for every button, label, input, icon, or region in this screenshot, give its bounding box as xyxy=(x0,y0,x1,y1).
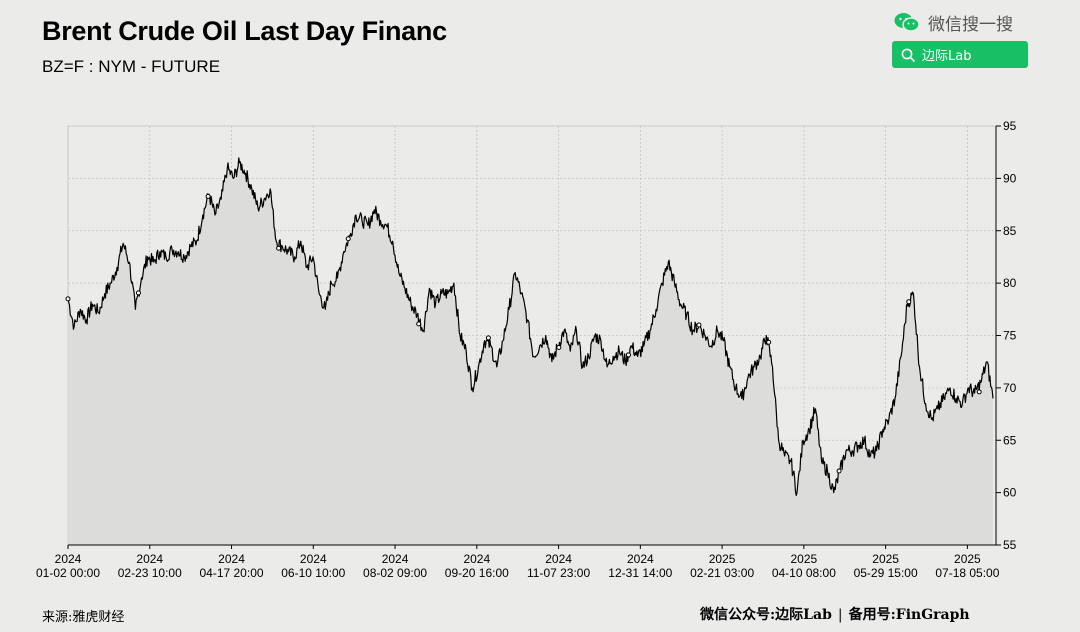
y-tick-label: 70 xyxy=(1003,381,1017,395)
y-tick-label: 90 xyxy=(1003,171,1017,185)
y-tick-label: 65 xyxy=(1003,433,1017,447)
y-tick-label: 85 xyxy=(1003,224,1017,238)
x-tick-label-year: 2025 xyxy=(872,552,899,566)
wechat-brand: 微信搜一搜 xyxy=(894,10,1013,35)
series-marker xyxy=(766,339,772,345)
wechat-search-box[interactable]: 边际Lab xyxy=(892,41,1028,68)
x-tick-label-year: 2024 xyxy=(382,552,409,566)
x-tick-label-date: 09-20 16:00 xyxy=(445,566,509,580)
x-tick-label-date: 07-18 05:00 xyxy=(935,566,999,580)
series-marker xyxy=(906,299,912,305)
series-marker xyxy=(485,335,491,341)
footer-separator: | xyxy=(837,607,843,623)
x-tick-label-year: 2024 xyxy=(627,552,654,566)
x-tick-label-date: 08-02 09:00 xyxy=(363,566,427,580)
footer-backup: 备用号:FinGraph xyxy=(848,607,970,623)
chart-title: Brent Crude Oil Last Day Financ xyxy=(42,16,447,46)
wechat-brand-label: 微信搜一搜 xyxy=(928,14,1013,35)
x-tick-label-year: 2024 xyxy=(55,552,82,566)
x-tick-label-date: 05-29 15:00 xyxy=(854,566,918,580)
y-tick-label: 75 xyxy=(1003,329,1017,343)
x-tick-label-year: 2024 xyxy=(463,552,490,566)
y-tick-label: 80 xyxy=(1003,276,1017,290)
series-marker xyxy=(65,296,71,302)
x-tick-label-date: 04-17 20:00 xyxy=(199,566,263,580)
x-tick-label-year: 2024 xyxy=(300,552,327,566)
x-tick-label-year: 2024 xyxy=(218,552,245,566)
series-marker xyxy=(135,290,141,296)
y-tick-label: 60 xyxy=(1003,486,1017,500)
x-tick-label-year: 2025 xyxy=(709,552,736,566)
series-area-fill xyxy=(68,157,993,545)
x-tick-label-date: 06-10 10:00 xyxy=(281,566,345,580)
x-tick-label-year: 2025 xyxy=(954,552,981,566)
y-tick-label: 55 xyxy=(1003,538,1017,552)
x-tick-label-date: 04-10 08:00 xyxy=(772,566,836,580)
source-note: 来源:雅虎财经 xyxy=(42,610,125,625)
x-tick-label-year: 2024 xyxy=(545,552,572,566)
wechat-icon xyxy=(894,13,920,32)
x-tick-label-date: 02-21 03:00 xyxy=(690,566,754,580)
series-marker xyxy=(345,236,351,242)
series-marker xyxy=(416,321,422,327)
wechat-search-value: 边际Lab xyxy=(922,49,972,64)
series-marker xyxy=(976,389,982,395)
x-tick-label-year: 2025 xyxy=(791,552,818,566)
footer-credits: 微信公众号:边际Lab | 备用号:FinGraph xyxy=(700,604,970,624)
series-marker xyxy=(205,193,211,199)
x-tick-label-date: 11-07 23:00 xyxy=(527,566,590,580)
x-tick-label-year: 2024 xyxy=(136,552,163,566)
search-icon xyxy=(901,48,915,62)
y-tick-label: 95 xyxy=(1003,119,1017,133)
x-tick-label-date: 01-02 00:00 xyxy=(36,566,100,580)
series-marker xyxy=(626,352,632,358)
footer-account: 微信公众号:边际Lab xyxy=(700,607,832,623)
chart-subtitle: BZ=F : NYM - FUTURE xyxy=(42,57,221,76)
x-tick-label-date: 12-31 14:00 xyxy=(608,566,672,580)
series-marker xyxy=(276,245,282,251)
x-tick-label-date: 02-23 10:00 xyxy=(118,566,182,580)
series-marker xyxy=(696,322,702,328)
series-marker xyxy=(556,344,562,350)
chart-area xyxy=(65,157,994,545)
series-marker xyxy=(836,468,842,474)
